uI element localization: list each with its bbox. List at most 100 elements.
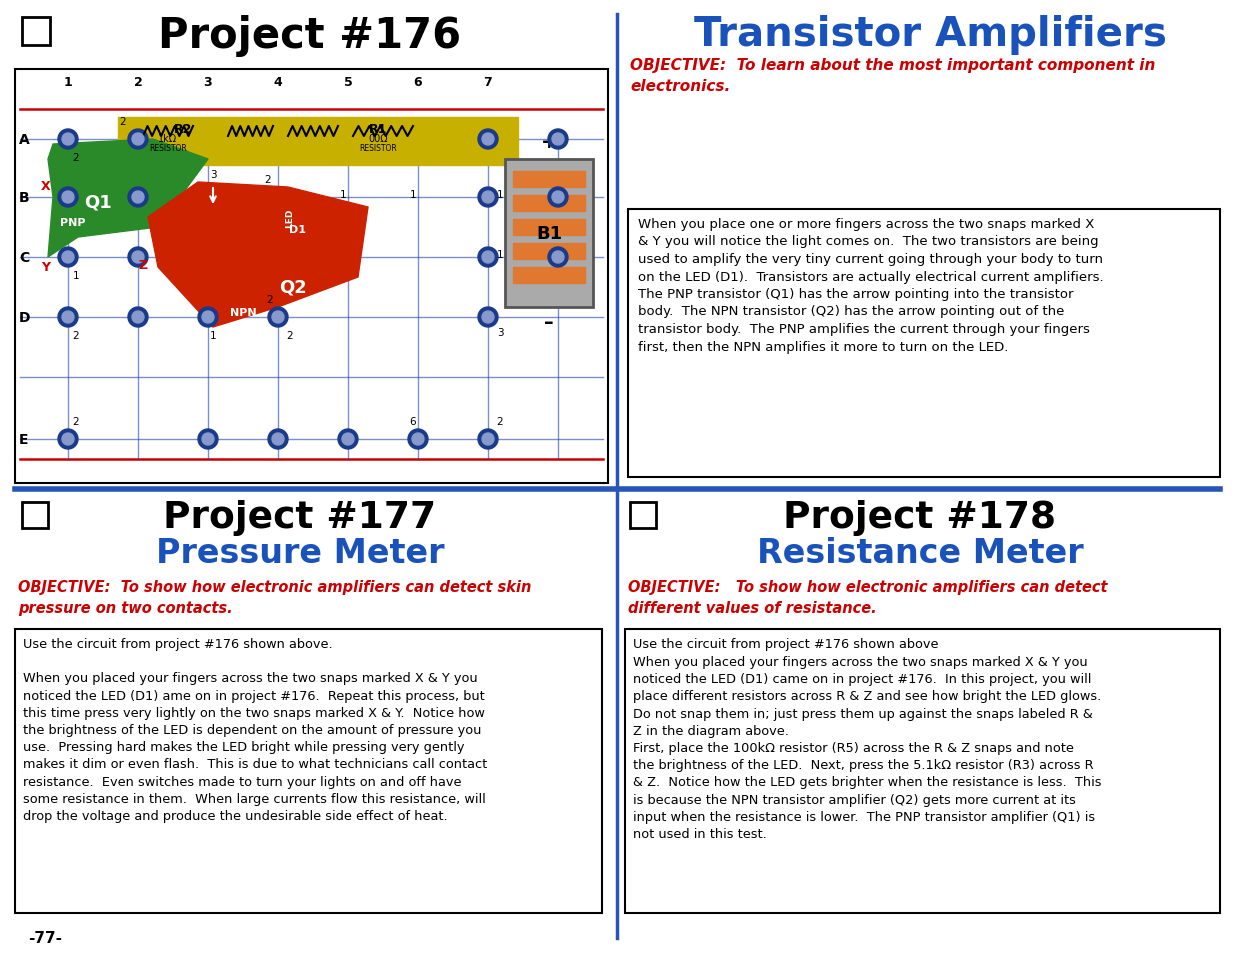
FancyBboxPatch shape <box>119 118 517 166</box>
FancyBboxPatch shape <box>630 502 656 529</box>
Text: 1: 1 <box>340 190 346 200</box>
Text: NPN: NPN <box>230 308 257 317</box>
Text: 2: 2 <box>496 416 504 427</box>
Circle shape <box>128 188 148 208</box>
Circle shape <box>203 434 214 446</box>
Text: OBJECTIVE:   To show how electronic amplifiers can detect
different values of re: OBJECTIVE: To show how electronic amplif… <box>629 579 1108 616</box>
Text: 3: 3 <box>210 170 216 180</box>
Circle shape <box>132 312 144 324</box>
Text: 2: 2 <box>73 331 79 340</box>
FancyBboxPatch shape <box>15 70 608 483</box>
Text: 6: 6 <box>410 416 416 427</box>
Text: 1: 1 <box>73 271 79 281</box>
FancyBboxPatch shape <box>513 268 585 284</box>
Text: Project #177: Project #177 <box>163 499 436 536</box>
Text: 2: 2 <box>287 331 294 340</box>
FancyBboxPatch shape <box>513 244 585 260</box>
Circle shape <box>552 252 564 264</box>
Text: X: X <box>41 179 51 193</box>
Text: Q2: Q2 <box>279 278 306 296</box>
Text: Use the circuit from project #176 shown above: Use the circuit from project #176 shown … <box>634 638 939 650</box>
Text: 6: 6 <box>414 75 422 89</box>
FancyBboxPatch shape <box>513 195 585 212</box>
Text: 2: 2 <box>73 152 79 163</box>
Circle shape <box>482 252 494 264</box>
Text: Project #176: Project #176 <box>158 15 462 57</box>
Circle shape <box>478 130 498 150</box>
Text: 2: 2 <box>264 174 272 185</box>
FancyBboxPatch shape <box>22 18 49 46</box>
Circle shape <box>62 312 74 324</box>
Circle shape <box>548 130 568 150</box>
Text: 2: 2 <box>120 117 126 127</box>
Circle shape <box>128 248 148 268</box>
Text: 5: 5 <box>343 75 352 89</box>
Circle shape <box>338 430 358 450</box>
Circle shape <box>552 133 564 146</box>
Circle shape <box>408 430 429 450</box>
Text: PNP: PNP <box>61 218 85 228</box>
FancyBboxPatch shape <box>22 502 48 529</box>
Text: 7: 7 <box>484 75 493 89</box>
Circle shape <box>478 430 498 450</box>
Circle shape <box>478 308 498 328</box>
FancyBboxPatch shape <box>505 160 593 308</box>
Circle shape <box>342 434 354 446</box>
Text: Transistor Amplifiers: Transistor Amplifiers <box>694 15 1166 55</box>
Circle shape <box>482 434 494 446</box>
Text: 1: 1 <box>210 331 216 340</box>
Text: 3: 3 <box>204 75 212 89</box>
Text: RESISTOR: RESISTOR <box>149 144 186 152</box>
Circle shape <box>62 192 74 204</box>
Circle shape <box>203 312 214 324</box>
Circle shape <box>552 192 564 204</box>
FancyBboxPatch shape <box>15 629 601 913</box>
Text: Project #178: Project #178 <box>783 499 1057 536</box>
Circle shape <box>132 192 144 204</box>
Circle shape <box>482 312 494 324</box>
Circle shape <box>58 308 78 328</box>
Circle shape <box>198 430 219 450</box>
Text: 1: 1 <box>64 75 73 89</box>
Circle shape <box>58 188 78 208</box>
Circle shape <box>268 308 288 328</box>
Circle shape <box>58 130 78 150</box>
Text: 4: 4 <box>274 75 283 89</box>
Text: A: A <box>19 132 30 147</box>
Text: B: B <box>19 191 30 205</box>
Text: Use the circuit from project #176 shown above.

When you placed your fingers acr: Use the circuit from project #176 shown … <box>23 638 488 822</box>
Circle shape <box>132 133 144 146</box>
Text: Resistance Meter: Resistance Meter <box>757 537 1083 569</box>
Circle shape <box>268 430 288 450</box>
Text: 3: 3 <box>496 328 504 337</box>
Circle shape <box>62 252 74 264</box>
Text: D: D <box>19 311 30 325</box>
Circle shape <box>548 248 568 268</box>
Circle shape <box>62 434 74 446</box>
Text: 2: 2 <box>133 75 142 89</box>
Circle shape <box>128 308 148 328</box>
Circle shape <box>128 130 148 150</box>
Circle shape <box>478 248 498 268</box>
Text: –: – <box>545 313 553 332</box>
Text: 1: 1 <box>496 250 504 260</box>
Polygon shape <box>48 140 207 257</box>
Text: 1kΩ: 1kΩ <box>158 133 178 144</box>
FancyBboxPatch shape <box>629 210 1220 477</box>
Text: 00Ω: 00Ω <box>368 133 388 144</box>
Circle shape <box>272 434 284 446</box>
Circle shape <box>58 430 78 450</box>
Text: -77-: -77- <box>28 930 62 945</box>
Text: B1: B1 <box>536 225 562 243</box>
Text: R2: R2 <box>174 123 193 136</box>
Text: When you placed your fingers across the two snaps marked X & Y you
noticed the L: When you placed your fingers across the … <box>634 656 1102 841</box>
Text: Y: Y <box>42 261 51 274</box>
Circle shape <box>412 434 424 446</box>
Circle shape <box>198 308 219 328</box>
Circle shape <box>548 188 568 208</box>
Text: LED: LED <box>285 208 294 228</box>
Text: Q1: Q1 <box>84 193 112 212</box>
Circle shape <box>478 188 498 208</box>
Text: OBJECTIVE:  To learn about the most important component in
electronics.: OBJECTIVE: To learn about the most impor… <box>630 58 1156 94</box>
FancyBboxPatch shape <box>513 220 585 235</box>
